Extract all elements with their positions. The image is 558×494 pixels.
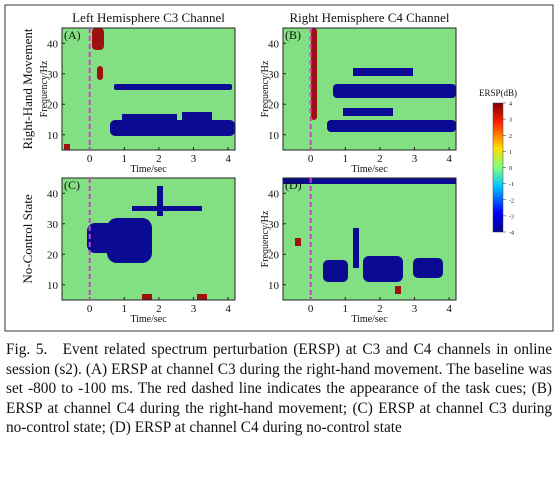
colorbar-tick-label: 1 [509,150,512,156]
x-tick-label: 1 [343,153,349,165]
heatmap [62,28,235,150]
plot-frame [61,177,236,301]
x-tick-label: 4 [225,303,231,315]
x-axis-label: Time/sec [351,314,388,325]
panel-label: (C) [64,178,80,192]
x-tick-label: 1 [122,153,128,165]
colorbar-tick-label: -2 [509,198,514,204]
caption: Fig. 5. Event related spectrum perturbat… [6,341,552,437]
x-tick-label: 0 [87,153,93,165]
x-tick-label: 4 [446,303,452,315]
colorbar [492,102,504,233]
panel-title: Left Hemisphere C3 Channel [72,10,225,25]
y-axis-label: Frequency/Hz [260,60,271,117]
x-tick-label: 0 [87,303,93,315]
colorbar-tick-label: -3 [509,214,514,220]
figure-frame [4,4,554,332]
y-tick-label: 30 [268,219,280,231]
y-tick-label: 10 [47,130,59,142]
y-tick-label: 40 [268,38,280,50]
x-tick-label: 2 [377,303,383,315]
colorbar-tick-label: 0 [509,166,512,172]
x-axis-label: Time/sec [351,164,388,175]
y-tick-label: 40 [47,188,59,200]
heatmap [283,28,456,150]
panel-label: (D) [285,178,302,192]
y-axis-label: Frequency/Hz [260,210,271,267]
y-tick-label: 30 [268,69,280,81]
colorbar-tick-label: -4 [509,231,514,237]
x-tick-label: 3 [412,303,418,315]
x-tick-label: 0 [308,153,314,165]
y-tick-label: 20 [47,99,59,111]
x-tick-label: 1 [122,303,128,315]
heatmap [62,178,235,300]
x-axis-label: Time/sec [130,164,167,175]
panel-label: (B) [285,28,301,42]
row-label: Right-Hand Movement [20,28,35,149]
x-tick-label: 3 [412,153,418,165]
colorbar-tick-label: 4 [509,102,512,108]
y-tick-label: 10 [268,130,280,142]
panel-title: Right Hemisphere C4 Channel [290,10,450,25]
plot-frame [61,27,236,151]
row-label: No-Control State [20,194,35,283]
y-axis-label: Frequency/Hz [39,60,50,117]
x-tick-label: 3 [191,303,197,315]
x-tick-label: 3 [191,153,197,165]
colorbar-tick-label: 3 [509,118,512,124]
y-tick-label: 10 [47,280,59,292]
x-axis-label: Time/sec [130,314,167,325]
colorbar-tick-label: 2 [509,134,512,140]
plot-frame [282,27,457,151]
x-tick-label: 1 [343,303,349,315]
y-tick-label: 20 [268,99,280,111]
heatmap [283,178,456,300]
x-tick-label: 2 [156,303,162,315]
colorbar-title: ERSP(dB) [479,88,517,98]
y-tick-label: 20 [268,249,280,261]
y-tick-label: 20 [47,249,59,261]
x-tick-label: 4 [446,153,452,165]
y-tick-label: 30 [47,219,59,231]
plot-frame [282,177,457,301]
x-tick-label: 4 [225,153,231,165]
y-tick-label: 10 [268,280,280,292]
colorbar-tick-label: -1 [509,182,514,188]
x-tick-label: 2 [377,153,383,165]
y-tick-label: 40 [47,38,59,50]
y-tick-label: 40 [268,188,280,200]
panel-label: (A) [64,28,81,42]
y-tick-label: 30 [47,69,59,81]
x-tick-label: 0 [308,303,314,315]
x-tick-label: 2 [156,153,162,165]
